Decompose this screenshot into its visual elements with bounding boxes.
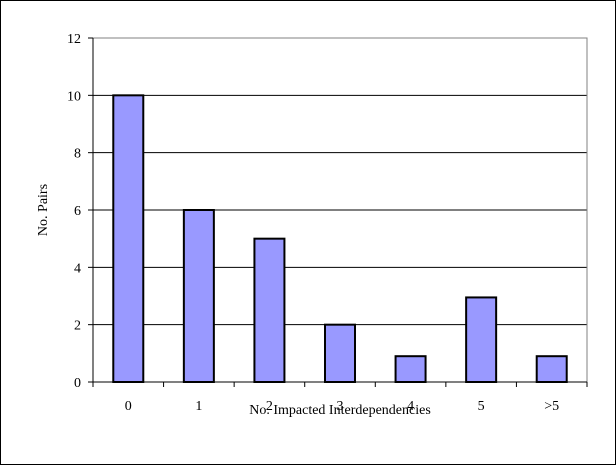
bar	[394, 355, 427, 384]
x-tick-label: 1	[195, 399, 202, 414]
x-tick-label: 0	[125, 399, 132, 414]
y-tick-label: 8	[74, 147, 81, 162]
x-tick-label: >5	[544, 399, 559, 414]
x-tick-label: 4	[407, 399, 414, 414]
bar	[253, 237, 286, 383]
x-axis-title: No. Impacted Interdependencies	[249, 403, 431, 418]
bar	[535, 355, 568, 384]
y-tick-labels: 0 2 4 6 8 10 12	[67, 32, 81, 391]
bars	[112, 94, 568, 384]
y-tick-label: 2	[74, 319, 81, 334]
y-tick-label: 6	[74, 204, 81, 219]
y-axis-title: No. Pairs	[36, 184, 51, 236]
y-tick-label: 0	[74, 376, 81, 391]
x-tick-labels: 0 1 2 3 4 5 >5	[125, 399, 559, 414]
y-tick-label: 4	[74, 261, 81, 276]
y-tick-label: 12	[67, 32, 81, 47]
axes	[88, 37, 588, 387]
bar	[465, 296, 498, 383]
x-tick-label: 5	[478, 399, 485, 414]
x-tick-label: 2	[266, 399, 273, 414]
grid-lines	[93, 37, 587, 326]
bar	[182, 209, 215, 383]
y-tick-label: 10	[67, 89, 81, 104]
bar	[112, 94, 145, 383]
x-tick-label: 3	[337, 399, 344, 414]
bar	[324, 323, 356, 383]
